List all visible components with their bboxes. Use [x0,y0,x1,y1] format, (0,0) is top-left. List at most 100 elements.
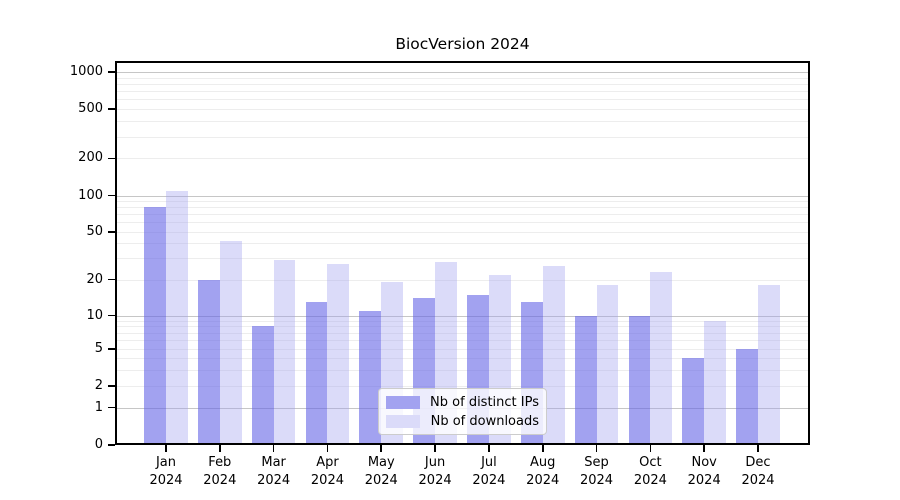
bar-downloads-jan [166,190,188,445]
x-tick-year: 2024 [310,473,344,488]
x-tick-label: Apr 2024 [299,454,355,490]
bar-distinct-ips-feb [198,279,220,445]
y-tick-label: 50 [86,223,103,239]
gridline-minor [117,222,808,224]
bar-distinct-ips-may [359,310,382,445]
y-axis-tick [108,278,115,281]
x-tick-month: Dec [745,455,771,470]
gridline-major [117,315,808,317]
bar-distinct-ips-sep [574,315,597,445]
x-tick-month: May [367,455,395,470]
y-axis-tick [108,71,115,73]
bar-downloads-nov [704,320,726,445]
x-axis-tick [595,445,598,452]
y-axis-tick [108,157,115,160]
y-tick-label: 0 [94,437,103,452]
x-tick-label: Nov 2024 [676,454,732,490]
x-tick-year: 2024 [418,473,452,488]
y-axis-tick [108,348,115,350]
bar-distinct-ips-mar [251,326,274,445]
x-tick-year: 2024 [526,473,560,488]
x-axis-tick [434,445,436,452]
gridline-minor [117,258,808,260]
legend-swatch-distinct-ips-icon [386,395,420,409]
x-axis-tick [649,445,652,452]
x-tick-month: Sep [584,455,609,470]
y-tick-label: 10 [86,307,103,323]
y-tick-label: 1 [94,399,103,415]
gridline-minor [117,340,808,342]
y-tick-label: 100 [78,187,103,203]
legend-label-downloads: Nb of downloads [430,413,539,429]
x-axis-tick [272,445,275,452]
bar-downloads-dec [758,285,780,445]
y-tick-label: 500 [78,101,103,117]
x-tick-month: Oct [639,455,662,470]
gridline-minor [117,121,808,123]
x-tick-label: Mar 2024 [246,454,302,490]
bar-distinct-ips-oct [628,315,651,445]
gridline-minor [117,358,808,359]
gridline-minor [117,320,808,322]
bar-distinct-ips-apr [305,302,328,445]
x-tick-year: 2024 [472,473,506,488]
bar-distinct-ips-nov [682,358,705,445]
gridline-minor [117,83,808,85]
y-axis-tick [108,406,115,409]
gridline-minor [117,201,808,203]
gridline-minor [117,332,808,334]
x-axis-tick [703,445,705,452]
x-axis-tick [757,445,759,452]
x-tick-label: Feb 2024 [192,454,248,490]
x-tick-month: Jun [424,455,446,470]
legend-entry-downloads: Nb of downloads [386,414,539,429]
gridline-minor [117,109,808,111]
x-tick-month: Feb [208,455,232,470]
gridline-minor [117,279,808,281]
y-axis-tick [108,444,115,446]
x-tick-year: 2024 [687,473,721,488]
x-tick-month: Jul [481,455,497,470]
legend-swatch-downloads-icon [386,414,420,428]
gridline-minor [117,386,808,387]
x-tick-label: Jan 2024 [138,454,194,490]
gridline-minor [117,349,808,350]
x-tick-label: Sep 2024 [569,454,625,490]
x-tick-label: Jun 2024 [407,454,463,490]
x-tick-year: 2024 [149,473,183,488]
y-tick-label: 5 [94,341,103,356]
x-tick-label: Dec 2024 [730,454,786,490]
gridline-minor [117,99,808,101]
bar-distinct-ips-jan [144,207,166,445]
bar-downloads-mar [273,260,296,445]
x-tick-label: Oct 2024 [622,454,678,490]
gridline-minor [117,77,808,79]
gridline-minor [117,91,808,93]
gridline-major [117,72,808,73]
x-tick-year: 2024 [741,473,775,488]
y-tick-label: 200 [78,150,103,166]
gridline-minor [117,207,808,209]
x-axis-tick [541,445,544,452]
x-tick-label: May 2024 [353,454,409,490]
x-tick-year: 2024 [364,473,398,488]
y-axis-tick [108,385,115,387]
x-axis-tick [165,445,167,452]
x-tick-month: Mar [261,455,286,470]
x-tick-year: 2024 [579,473,614,488]
y-axis-tick [108,108,115,111]
x-tick-label: Jul 2024 [461,454,517,490]
legend-entry-distinct-ips: Nb of distinct IPs [386,395,539,410]
x-axis-tick [380,445,383,452]
y-axis-tick [108,314,115,317]
x-tick-year: 2024 [257,473,291,488]
gridline-minor [117,326,808,328]
x-axis-tick [219,445,221,452]
legend: Nb of distinct IPs Nb of downloads [378,388,547,435]
x-tick-month: Nov [691,455,717,470]
bar-downloads-oct [650,272,673,445]
x-tick-month: Aug [530,455,556,470]
gridline-minor [117,158,808,160]
bar-distinct-ips-dec [736,349,758,445]
